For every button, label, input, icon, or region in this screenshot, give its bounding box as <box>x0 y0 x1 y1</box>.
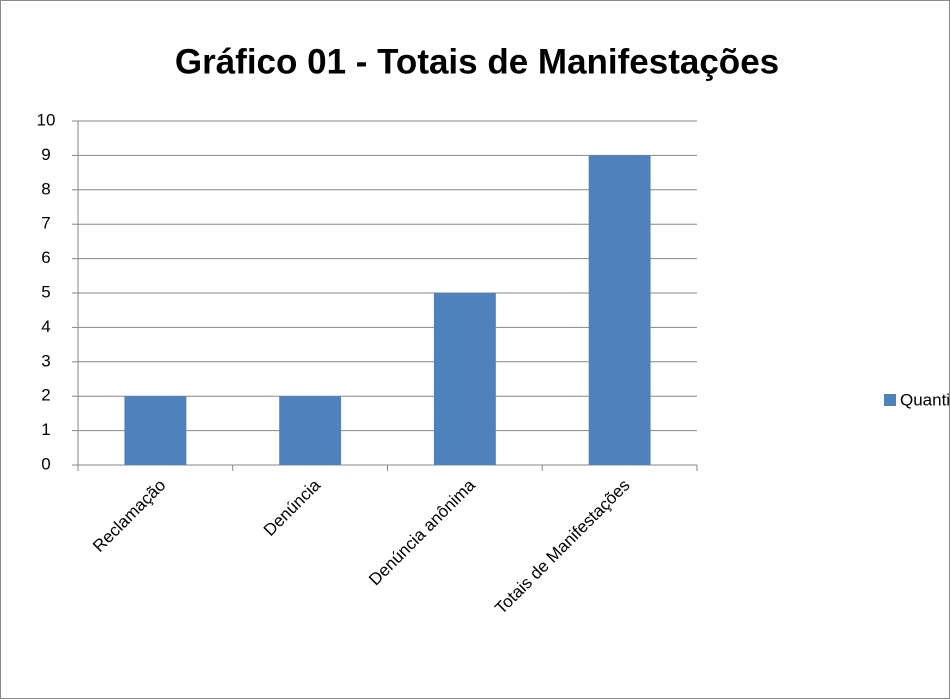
legend-swatch <box>884 394 896 406</box>
bar <box>588 155 651 465</box>
y-tick-label: 10 <box>37 110 56 129</box>
y-tick-label: 4 <box>41 317 50 336</box>
y-tick-label: 2 <box>41 386 50 405</box>
chart-title: Gráfico 01 - Totais de Manifestações <box>175 42 779 81</box>
y-tick-label: 5 <box>41 282 50 301</box>
y-tick-label: 6 <box>41 248 50 267</box>
legend-label: Quantidade (nº) <box>900 390 950 409</box>
bar <box>124 396 187 465</box>
y-tick-label: 3 <box>41 351 50 370</box>
y-tick-label: 0 <box>41 454 50 473</box>
y-tick-label: 9 <box>41 145 50 164</box>
y-tick-label: 1 <box>41 420 50 439</box>
bar <box>279 396 342 465</box>
bar <box>433 293 496 465</box>
y-tick-label: 7 <box>41 214 50 233</box>
y-tick-label: 8 <box>41 179 50 198</box>
